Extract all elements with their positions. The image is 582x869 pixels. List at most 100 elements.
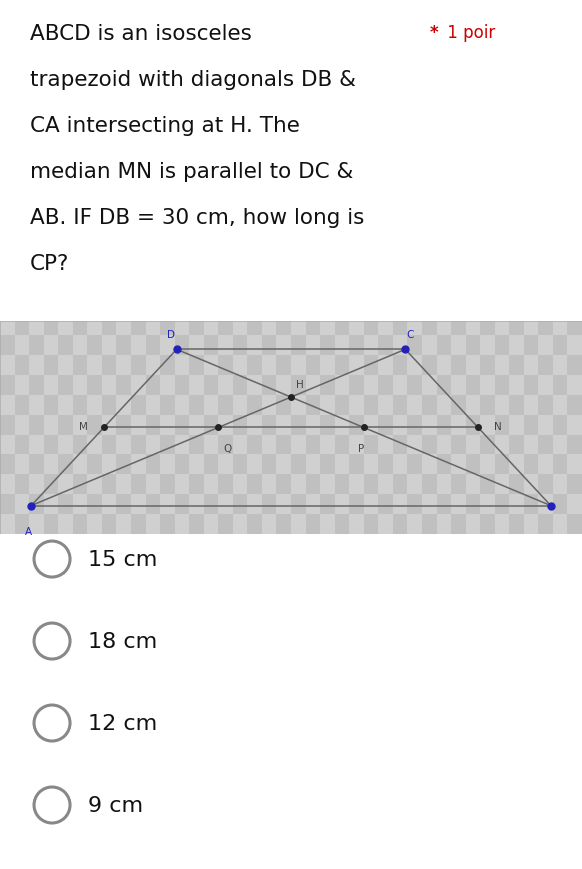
Bar (567, 395, 582, 415)
Bar (320, 514, 335, 534)
Bar (247, 395, 262, 415)
Bar (15, 415, 29, 435)
Bar (102, 375, 116, 395)
Bar (131, 335, 146, 355)
Bar (306, 355, 320, 375)
Bar (233, 494, 247, 514)
Text: P: P (358, 443, 364, 454)
Bar (15, 355, 29, 375)
Bar (524, 335, 538, 355)
Bar (131, 375, 146, 395)
Bar (29, 375, 44, 395)
Bar (262, 335, 276, 355)
Bar (102, 355, 116, 375)
Bar (291, 375, 306, 395)
Bar (436, 355, 451, 375)
Bar (175, 435, 189, 455)
Bar (276, 355, 291, 375)
Bar (102, 435, 116, 455)
Bar (44, 415, 58, 435)
Bar (87, 455, 102, 474)
Bar (0, 355, 15, 375)
Bar (44, 514, 58, 534)
Bar (407, 474, 422, 494)
Bar (0, 514, 15, 534)
Bar (495, 514, 509, 534)
Bar (29, 355, 44, 375)
Bar (247, 335, 262, 355)
Bar (146, 494, 160, 514)
Bar (87, 355, 102, 375)
Text: Q: Q (223, 443, 232, 454)
Bar (0, 395, 15, 415)
Bar (320, 474, 335, 494)
Bar (146, 335, 160, 355)
Bar (553, 514, 567, 534)
Bar (320, 335, 335, 355)
Bar (378, 395, 393, 415)
Bar (466, 395, 480, 415)
Bar (204, 415, 218, 435)
Bar (262, 474, 276, 494)
Bar (58, 514, 73, 534)
Bar (364, 335, 378, 355)
Text: N: N (494, 421, 502, 432)
Bar (116, 335, 131, 355)
Bar (466, 335, 480, 355)
Bar (58, 335, 73, 355)
Bar (175, 455, 189, 474)
Bar (160, 375, 175, 395)
Bar (276, 435, 291, 455)
Bar (247, 375, 262, 395)
Bar (509, 494, 524, 514)
Bar (466, 494, 480, 514)
Bar (189, 514, 204, 534)
Bar (58, 455, 73, 474)
Bar (509, 355, 524, 375)
Bar (73, 455, 87, 474)
Bar (204, 355, 218, 375)
Bar (15, 455, 29, 474)
Bar (189, 494, 204, 514)
Bar (146, 455, 160, 474)
Bar (233, 514, 247, 534)
Bar (393, 315, 407, 335)
Bar (495, 395, 509, 415)
Bar (538, 375, 553, 395)
Bar (233, 375, 247, 395)
Bar (567, 474, 582, 494)
Bar (189, 435, 204, 455)
Bar (73, 315, 87, 335)
Bar (29, 514, 44, 534)
Text: 18 cm: 18 cm (88, 631, 157, 651)
Bar (495, 415, 509, 435)
Bar (320, 395, 335, 415)
Bar (509, 315, 524, 335)
Bar (175, 355, 189, 375)
Bar (436, 455, 451, 474)
Bar (393, 455, 407, 474)
Bar (407, 494, 422, 514)
Bar (524, 455, 538, 474)
Bar (116, 474, 131, 494)
Bar (451, 494, 466, 514)
Bar (524, 494, 538, 514)
Bar (480, 494, 495, 514)
Text: H: H (296, 379, 304, 389)
Bar (233, 455, 247, 474)
Bar (218, 435, 233, 455)
Bar (160, 514, 175, 534)
Bar (393, 375, 407, 395)
Bar (58, 375, 73, 395)
Bar (335, 375, 349, 395)
Bar (29, 494, 44, 514)
Bar (407, 455, 422, 474)
Bar (116, 355, 131, 375)
Bar (524, 435, 538, 455)
Bar (87, 315, 102, 335)
Bar (102, 494, 116, 514)
Bar (87, 375, 102, 395)
Bar (58, 415, 73, 435)
Bar (29, 435, 44, 455)
Bar (116, 455, 131, 474)
